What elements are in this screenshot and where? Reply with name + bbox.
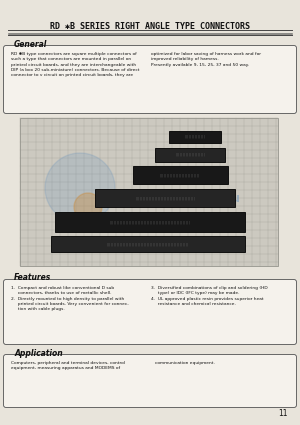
Bar [95,189,235,207]
Bar [51,236,245,252]
Text: э  л  е  к  т  р  о: э л е к т р о [100,224,140,229]
Text: Application: Application [14,348,63,357]
FancyBboxPatch shape [4,45,296,113]
Text: RD ✱B SERIES RIGHT ANGLE TYPE CONNECTORS: RD ✱B SERIES RIGHT ANGLE TYPE CONNECTORS [50,22,250,31]
Bar [20,118,278,266]
Polygon shape [74,193,102,221]
Text: ||||||||||||||: |||||||||||||| [184,135,206,139]
Text: Features: Features [14,274,51,283]
Bar [169,131,221,143]
Text: optimized for labor saving of harness work and for
improved reliability of harne: optimized for labor saving of harness wo… [151,52,261,67]
Text: ||||||||||||||||||||||||||||||||||||||||||||||||||||||: ||||||||||||||||||||||||||||||||||||||||… [110,220,190,224]
Text: 1.  Compact and robust like conventional D sub
     connectors, thanks to use of: 1. Compact and robust like conventional … [11,286,129,312]
Text: Computers, peripheral and terminal devices, control
equipment, measuring apparat: Computers, peripheral and terminal devic… [11,361,125,370]
Text: General: General [14,40,47,48]
FancyBboxPatch shape [4,354,296,408]
Text: ||||||||||||||||||||: |||||||||||||||||||| [175,153,205,157]
Text: ||||||||||||||||||||||||||||||||||||||||: |||||||||||||||||||||||||||||||||||||||| [135,196,195,200]
Text: RD ✱B type connectors are square multiple connectors of
such a type that connect: RD ✱B type connectors are square multipl… [11,52,140,77]
Text: 11: 11 [278,409,288,418]
Bar [55,212,245,232]
Text: |||||||||||||||||||||||||||||||||||||||||||||||||||||||: ||||||||||||||||||||||||||||||||||||||||… [107,242,189,246]
Text: communication equipment.: communication equipment. [155,361,215,365]
Polygon shape [45,153,115,223]
Text: ru: ru [224,192,239,204]
Text: |||||||||||||||||||||||||||: ||||||||||||||||||||||||||| [160,173,200,177]
Bar [133,166,227,184]
FancyBboxPatch shape [4,280,296,345]
Bar [155,148,225,162]
Text: 3.  Diversified combinations of clip and soldering (HD
     type) or IDC (IFC ty: 3. Diversified combinations of clip and … [151,286,268,306]
